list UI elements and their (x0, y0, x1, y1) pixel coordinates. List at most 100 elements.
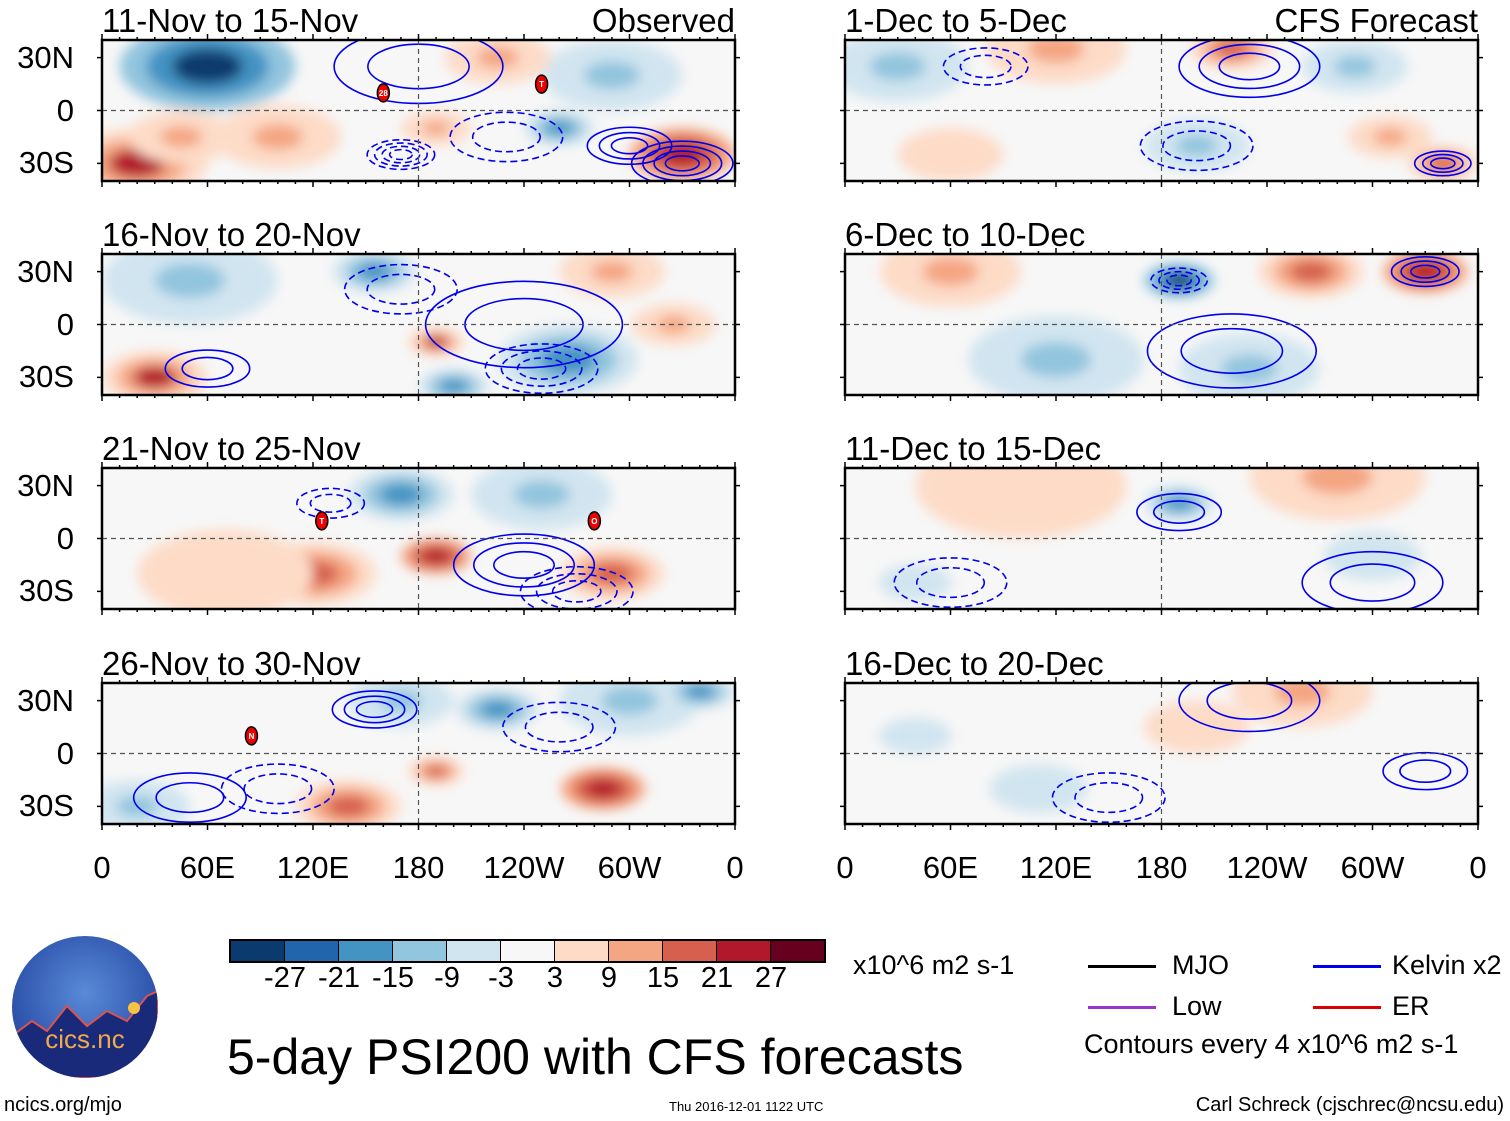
kelvin-contour (373, 142, 428, 167)
kelvin-contour (296, 487, 366, 519)
anomaly-blob (252, 124, 304, 150)
kelvin-contour (1206, 683, 1293, 720)
kelvin-contour (1400, 260, 1451, 283)
kelvin-contour (343, 695, 406, 724)
logo-mountains (12, 989, 158, 1078)
panel-period-title: 16-Dec to 20-Dec (845, 645, 1104, 682)
colorbar-swatch (717, 941, 771, 961)
colorbar-tick-label: -27 (264, 962, 306, 994)
footer-timestamp: Thu 2016-12-01 1122 UTC (669, 1099, 824, 1114)
kelvin-contour (243, 773, 313, 805)
map-panel (840, 462, 1483, 615)
storm-label: N (249, 732, 255, 741)
storm-marker: T (534, 74, 549, 94)
anomaly-blob (929, 143, 972, 166)
anomaly-blob (1333, 55, 1377, 78)
kelvin-contour (1152, 500, 1206, 524)
panel-period-title: 26-Nov to 30-Nov (102, 645, 361, 682)
panel-source-label: Observed (591, 2, 735, 39)
kelvin-contour (181, 356, 234, 381)
anomaly-blob (1274, 683, 1331, 706)
kelvin-contour (132, 772, 247, 824)
colorbar-swatch (663, 941, 717, 961)
kelvin-contour (1218, 52, 1281, 81)
anomaly-blob (1175, 716, 1218, 738)
colorbar-tick-label: 27 (754, 962, 788, 994)
lat-label: 30S (18, 145, 74, 181)
lon-label: 0 (726, 850, 744, 885)
kelvin-contour (630, 140, 734, 181)
anomaly-blob (422, 121, 451, 136)
anomaly-blob (480, 700, 515, 718)
anomaly-blob (439, 379, 468, 394)
kelvin-contour (610, 137, 649, 155)
kelvin-contour (1382, 751, 1469, 791)
kelvin-contour (331, 690, 418, 729)
kelvin-contour (366, 273, 436, 305)
lat-label: 30N (17, 682, 74, 718)
storm-label: O (591, 517, 597, 526)
cics-logo: cics.nc (12, 936, 158, 1078)
figure-title: 5-day PSI200 with CFS forecasts (227, 1029, 964, 1085)
kelvin-contour (1074, 781, 1144, 814)
contour-interval-note: Contours every 4 x10^6 m2 s-1 (1084, 1029, 1459, 1059)
anomaly-blob (1010, 774, 1067, 803)
kelvin-contour (502, 701, 617, 753)
colorbar-swatch (285, 941, 339, 961)
kelvin-contour (1166, 274, 1192, 287)
map-panel: 28 T (97, 34, 740, 187)
colorbar-tick-label: 15 (646, 962, 680, 994)
kelvin-contour (164, 349, 251, 388)
colorbar-tick-label: -9 (434, 962, 460, 994)
panel-period-title: 21-Nov to 25-Nov (102, 430, 361, 467)
lon-label: 0 (93, 850, 111, 885)
panel-source-label: CFS Forecast (1274, 2, 1478, 39)
lon-label: 60W (597, 850, 662, 885)
lon-label: 180 (1135, 850, 1188, 885)
colorbar (229, 939, 826, 963)
map-panel (840, 248, 1483, 401)
kelvin-contour (893, 557, 1008, 609)
anomaly-blob (1289, 261, 1333, 283)
storm-label: 28 (379, 89, 388, 98)
lon-label: 180 (392, 850, 445, 885)
legend-er: ER (1392, 991, 1430, 1021)
panel-period-title: 1-Dec to 5-Dec (845, 2, 1067, 39)
anomaly-blob (424, 765, 448, 777)
anomaly-blob (1175, 135, 1218, 157)
kelvin-contour (1409, 264, 1441, 279)
kelvin-contour (524, 711, 594, 743)
lon-label: 60E (922, 850, 979, 885)
anomaly-blob (172, 48, 243, 85)
kelvin-contour (449, 111, 564, 163)
kelvin-contour (1150, 267, 1209, 294)
kelvin-contour (472, 542, 576, 588)
colorbar-swatch (555, 941, 609, 961)
lat-label: 0 (56, 520, 74, 556)
anomaly-blob (513, 480, 570, 509)
kelvin-contour (343, 263, 458, 315)
er-line-swatch (1313, 1006, 1381, 1009)
kelvin-contour (1429, 157, 1456, 170)
colorbar-swatch (231, 941, 285, 961)
anomaly-blob (422, 549, 451, 564)
anomaly-blob (601, 686, 658, 715)
kelvin-contour (500, 350, 583, 387)
map-panel (97, 248, 740, 401)
anomaly-blob (894, 725, 937, 747)
kelvin-contour (551, 580, 602, 603)
map-panel (840, 34, 1483, 187)
kelvin-contour (1301, 550, 1444, 609)
footer-url[interactable]: ncics.org/mjo (4, 1094, 122, 1116)
kelvin-contour (1162, 130, 1232, 162)
kelvin-contour (1178, 683, 1321, 733)
storm-marker: T (315, 511, 329, 531)
colorbar-swatch (501, 941, 555, 961)
kelvin-contour (516, 357, 567, 380)
lon-label: 0 (836, 850, 854, 885)
kelvin-line-swatch (1313, 965, 1381, 968)
colorbar-tick-label: -21 (318, 962, 360, 994)
kelvin-contour (424, 280, 624, 369)
kelvin-contour (1139, 120, 1254, 172)
panel-period-title: 6-Dec to 10-Dec (845, 216, 1086, 253)
